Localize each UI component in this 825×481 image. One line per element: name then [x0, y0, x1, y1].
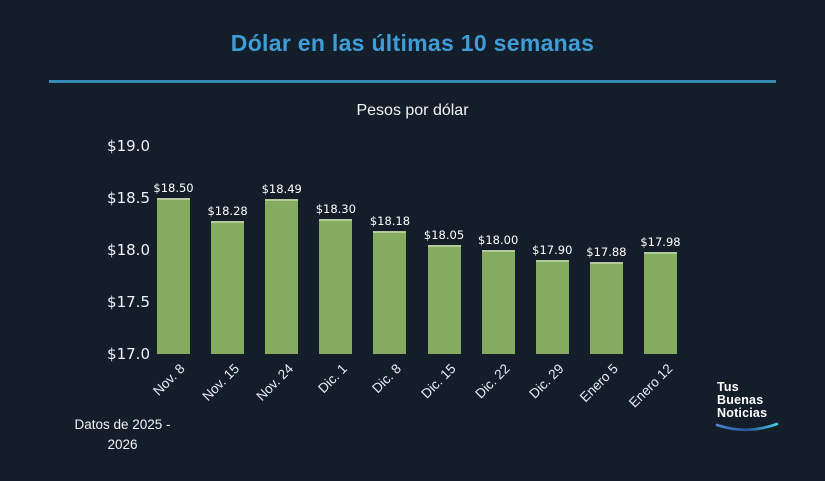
bar: $18.50: [153, 181, 194, 354]
bar: $18.30: [316, 202, 356, 354]
y-axis-tick-label: $18.0: [107, 241, 150, 259]
bar-group: $18.49: [262, 182, 302, 354]
bar-group: $18.05: [424, 228, 464, 354]
logo-swoosh-icon: [715, 422, 779, 432]
bar-group: $18.28: [207, 204, 248, 354]
page-title: Dólar en las últimas 10 semanas: [230, 30, 595, 56]
title-divider-line: [49, 80, 776, 83]
x-axis-tick-label: Nov. 8: [150, 361, 189, 399]
x-axis-tick-label: Dic. 1: [315, 361, 351, 397]
bar-value-label: $17.90: [532, 243, 573, 258]
bar: $18.18: [370, 214, 410, 354]
chart-subtitle: Pesos por dólar: [356, 102, 469, 119]
bar: $18.49: [262, 182, 302, 354]
source-note: Datos de 2025 - 2026: [50, 415, 195, 455]
y-axis-tick-label: $17.5: [107, 293, 150, 311]
bar-group: $18.00: [478, 233, 518, 354]
bar: $17.98: [640, 235, 681, 354]
brand-logo: Tus Buenas Noticias: [715, 380, 787, 434]
bar-value-label: $18.28: [207, 203, 248, 218]
bar: $18.28: [207, 204, 248, 354]
x-axis-tick-label: Nov. 24: [253, 361, 297, 404]
bar: $18.00: [478, 233, 518, 354]
plot-area: $18.50 $18.28 $18.49 $18.30 $18.18 $18.05 $18.…: [153, 146, 681, 354]
x-axis-tick-label: Dic. 22: [472, 361, 514, 402]
logo-text-line: Buenas: [717, 393, 764, 407]
bar-value-label: $18.49: [261, 182, 302, 197]
y-axis-tick-label: $18.5: [107, 189, 150, 207]
bar-value-label: $18.50: [153, 181, 194, 195]
x-axis-tick-label: Enero 12: [625, 361, 676, 411]
bar-value-label: $18.00: [478, 233, 519, 247]
bar: $18.05: [424, 228, 464, 354]
source-note-line2: 2026: [107, 437, 138, 452]
bar: $17.88: [586, 245, 627, 354]
logo-text-line: Tus: [717, 380, 739, 394]
bar-group: $18.30: [316, 202, 356, 354]
x-axis-tick-label: Nov. 15: [199, 361, 243, 404]
y-axis-tick-label: $19.0: [107, 137, 150, 155]
x-axis-tick-label: Dic. 29: [526, 361, 568, 402]
bar: $17.90: [532, 243, 572, 354]
bar-value-label: $17.88: [586, 245, 627, 260]
bar-group: $17.98: [640, 235, 681, 354]
x-axis-labels: Nov. 8 Nov. 15 Nov. 24 Dic. 1 Dic. 8 Dic. 15 D…: [151, 361, 677, 421]
bar-value-label: $18.30: [315, 201, 356, 216]
x-axis-tick-label: Dic. 8: [369, 361, 405, 397]
y-axis-labels: $19.0 $18.5 $18.0 $17.5 $17.0: [60, 137, 150, 363]
bar-group: $18.18: [370, 214, 410, 354]
source-note-line1: Datos de 2025 -: [74, 417, 171, 432]
x-axis-tick-label: Dic. 15: [418, 361, 460, 402]
bar-group: $17.88: [586, 245, 627, 354]
x-axis-tick-label: Enero 5: [577, 361, 622, 406]
bar-group: $18.50: [153, 181, 194, 354]
bar-value-label: $17.98: [640, 235, 681, 250]
bar-value-label: $18.05: [423, 227, 465, 242]
y-axis-tick-label: $17.0: [107, 345, 150, 363]
logo-text-line: Noticias: [717, 406, 768, 420]
bar-group: $17.90: [532, 243, 572, 354]
bar-value-label: $18.18: [369, 214, 411, 229]
